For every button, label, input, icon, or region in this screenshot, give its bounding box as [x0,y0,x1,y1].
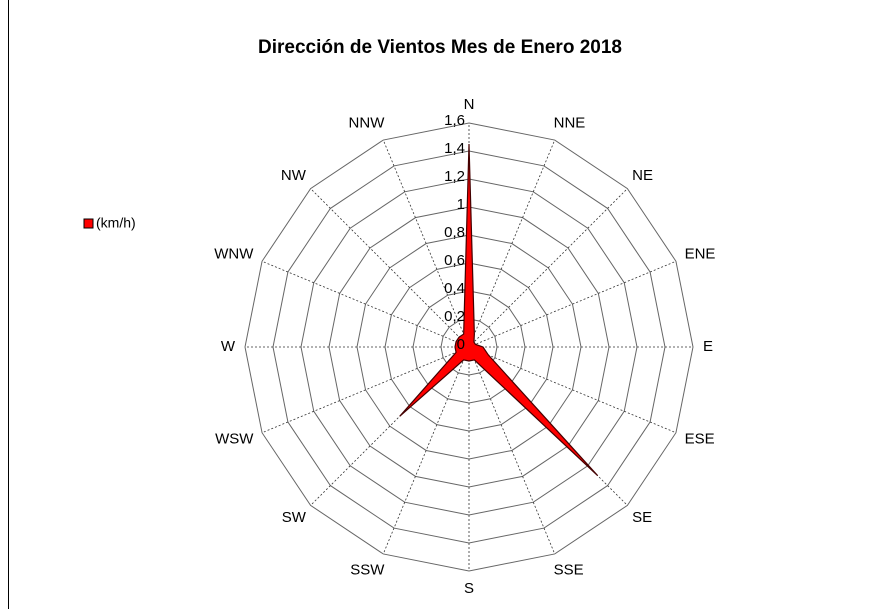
category-label: S [464,580,474,597]
r-tick-label: 1,6 [444,112,465,129]
spoke [261,346,470,434]
spoke [468,188,628,348]
r-tick-label: 1,2 [444,168,465,185]
r-tick-label: 1,4 [444,140,465,157]
r-tick-label: 0,2 [444,308,465,325]
category-label: WNW [214,245,254,262]
spoke [261,260,470,348]
spoke [468,260,677,348]
grid-ring [244,122,694,572]
category-label: NNW [349,114,386,131]
category-label: NNE [554,114,586,131]
category-label: ESE [685,431,715,448]
r-tick-label: 0 [457,336,465,353]
spoke [468,346,677,434]
spoke [382,346,470,555]
category-label: WSW [215,431,254,448]
r-tick-label: 0,4 [444,280,465,297]
category-label: W [221,338,236,355]
category-label: E [703,338,713,355]
category-label: NE [632,167,653,184]
legend-label: (km/h) [96,215,136,231]
category-label: SW [282,509,307,526]
category-label: N [464,96,475,113]
spoke [310,188,470,348]
r-tick-label: 1 [457,196,465,213]
chart-title: Dirección de Vientos Mes de Enero 2018 [258,37,622,58]
r-tick-label: 0,8 [444,224,465,241]
spoke [468,346,556,555]
data-area [399,143,599,477]
r-tick-label: 0,6 [444,252,465,269]
category-label: SSE [554,562,584,579]
category-label: SE [632,509,652,526]
category-label: SSW [350,562,385,579]
category-label: NW [281,167,307,184]
spoke [468,139,556,348]
legend-swatch [83,218,94,229]
spoke [382,139,470,348]
category-label: ENE [685,245,716,262]
